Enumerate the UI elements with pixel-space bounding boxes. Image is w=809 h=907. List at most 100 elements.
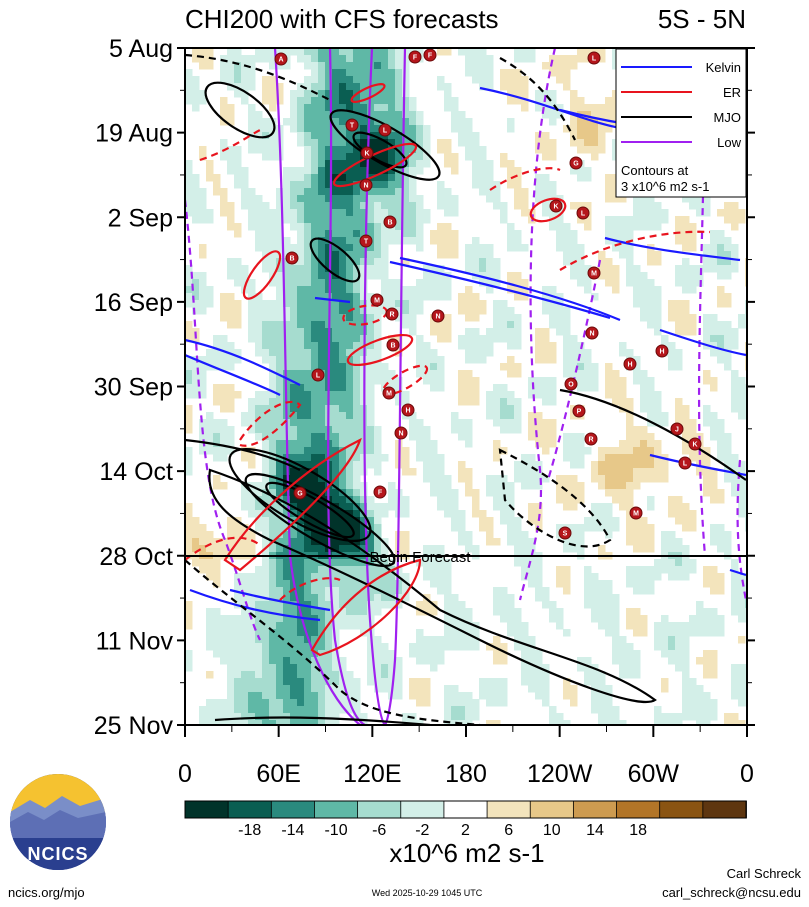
- shading-cell: [290, 699, 298, 707]
- shading-cell: [332, 342, 340, 350]
- shading-cell: [458, 692, 466, 700]
- shading-cell: [276, 685, 284, 693]
- shading-cell: [598, 615, 606, 623]
- shading-cell: [255, 300, 263, 308]
- shading-cell: [556, 713, 564, 721]
- shading-cell: [437, 83, 445, 91]
- shading-cell: [514, 174, 522, 182]
- shading-cell: [696, 615, 704, 623]
- shading-cell: [724, 293, 732, 301]
- shading-cell: [360, 594, 368, 602]
- shading-cell: [710, 580, 718, 588]
- shading-cell: [584, 48, 592, 56]
- shading-cell: [346, 587, 354, 595]
- shading-cell: [542, 349, 550, 357]
- shading-cell: [297, 391, 305, 399]
- shading-cell: [367, 608, 375, 616]
- shading-cell: [556, 321, 564, 329]
- shading-cell: [269, 48, 277, 56]
- shading-cell: [346, 398, 354, 406]
- shading-cell: [605, 629, 613, 637]
- er-contour: [242, 250, 282, 300]
- shading-cell: [402, 174, 410, 182]
- shading-cell: [563, 83, 571, 91]
- shading-cell: [535, 440, 543, 448]
- logo-text: NCICS: [27, 844, 88, 864]
- shading-cell: [360, 230, 368, 238]
- shading-cell: [325, 258, 333, 266]
- shading-cell: [633, 265, 641, 273]
- shading-cell: [423, 475, 431, 483]
- shading-cell: [612, 636, 620, 644]
- shading-cell: [605, 377, 613, 385]
- storm-marker: M: [629, 506, 643, 520]
- shading-cell: [402, 223, 410, 231]
- shading-cell: [731, 720, 739, 725]
- shading-cell: [360, 531, 368, 539]
- shading-cell: [234, 636, 242, 644]
- shading-cell: [465, 286, 473, 294]
- shading-cell: [255, 195, 263, 203]
- shading-cell: [311, 426, 319, 434]
- shading-cell: [542, 377, 550, 385]
- shading-cell: [220, 454, 228, 462]
- shading-cell: [367, 496, 375, 504]
- shading-cell: [304, 622, 312, 630]
- shading-cell: [409, 692, 417, 700]
- shading-cell: [227, 293, 235, 301]
- shading-cell: [542, 139, 550, 147]
- shading-cell: [353, 594, 361, 602]
- shading-cell: [409, 307, 417, 315]
- shading-cell: [661, 650, 669, 658]
- shading-cell: [549, 608, 557, 616]
- shading-cell: [353, 209, 361, 217]
- shading-cell: [507, 314, 515, 322]
- shading-cell: [332, 363, 340, 371]
- shading-cell: [395, 671, 403, 679]
- shading-cell: [325, 608, 333, 616]
- shading-cell: [675, 566, 683, 574]
- shading-cell: [514, 370, 522, 378]
- shading-cell: [584, 447, 592, 455]
- shading-cell: [248, 678, 256, 686]
- shading-cell: [409, 433, 417, 441]
- shading-cell: [297, 139, 305, 147]
- shading-cell: [318, 657, 326, 665]
- colorbar-tick-label: 14: [586, 822, 604, 839]
- shading-cell: [304, 706, 312, 714]
- shading-cell: [318, 55, 326, 63]
- shading-cell: [626, 223, 634, 231]
- shading-cell: [584, 370, 592, 378]
- shading-cell: [381, 118, 389, 126]
- shading-cell: [633, 517, 641, 525]
- shading-cell: [458, 391, 466, 399]
- shading-cell: [283, 188, 291, 196]
- shading-cell: [437, 335, 445, 343]
- shading-cell: [395, 202, 403, 210]
- shading-cell: [290, 321, 298, 329]
- shading-cell: [248, 496, 256, 504]
- shading-cell: [465, 706, 473, 714]
- shading-cell: [353, 615, 361, 623]
- shading-cell: [682, 244, 690, 252]
- y-tick-label: 28 Oct: [99, 543, 173, 571]
- shading-cell: [395, 314, 403, 322]
- shading-cell: [374, 174, 382, 182]
- shading-cell: [332, 223, 340, 231]
- shading-cell: [451, 496, 459, 504]
- shading-cell: [339, 209, 347, 217]
- shading-cell: [269, 146, 277, 154]
- shading-cell: [353, 216, 361, 224]
- shading-cell: [304, 328, 312, 336]
- shading-cell: [213, 398, 221, 406]
- shading-cell: [682, 503, 690, 511]
- shading-cell: [311, 104, 319, 112]
- shading-cell: [269, 580, 277, 588]
- shading-cell: [696, 272, 704, 280]
- shading-cell: [346, 97, 354, 105]
- shading-cell: [311, 202, 319, 210]
- shading-cell: [556, 524, 564, 532]
- shading-cell: [199, 538, 207, 546]
- shading-cell: [682, 265, 690, 273]
- shading-cell: [514, 643, 522, 651]
